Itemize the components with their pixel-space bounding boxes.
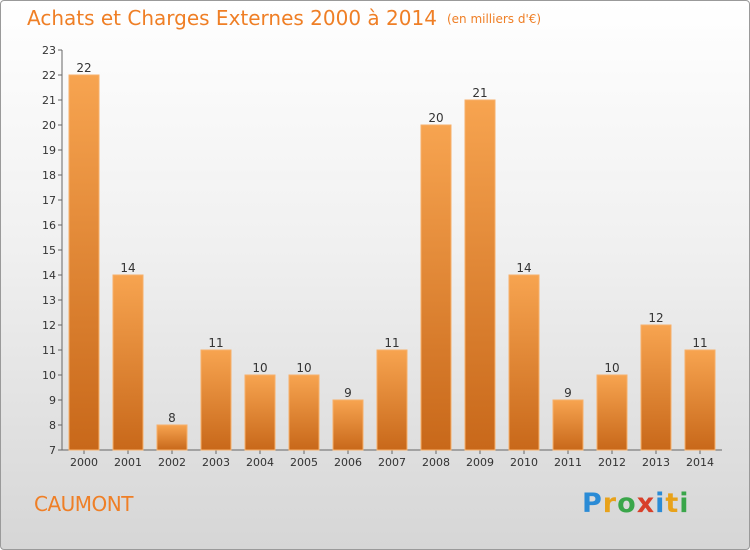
bar-value-label: 10 — [604, 361, 619, 375]
bar-value-label: 11 — [692, 336, 707, 350]
x-tick-label: 2001 — [114, 456, 142, 469]
bar — [420, 124, 452, 451]
x-tick-label: 2002 — [158, 456, 186, 469]
y-tick-label: 16 — [42, 219, 56, 232]
y-tick-label: 8 — [49, 419, 56, 432]
chart-title-text: Achats et Charges Externes 2000 à 2014 — [27, 6, 437, 30]
y-tick-label: 13 — [42, 294, 56, 307]
x-tick-label: 2010 — [510, 456, 538, 469]
x-tick-label: 2000 — [70, 456, 98, 469]
y-tick-label: 20 — [42, 119, 56, 132]
bar-value-label: 20 — [428, 111, 443, 125]
logo-letter: P — [582, 488, 603, 519]
bars: 22 14 8 11 10 10 9 11 20 21 14 9 10 12 11 — [68, 61, 716, 451]
x-tick-label: 2004 — [246, 456, 274, 469]
y-tick-label: 22 — [42, 69, 56, 82]
logo-letter: r — [602, 488, 618, 519]
y-tick-label: 21 — [42, 94, 56, 107]
bar — [288, 374, 320, 451]
proxiti-logo: Proxiti — [582, 488, 690, 519]
bar — [332, 399, 364, 451]
bar — [508, 274, 540, 451]
y-tick-label: 10 — [42, 369, 56, 382]
x-tick-label: 2006 — [334, 456, 362, 469]
y-tick-label: 23 — [42, 44, 56, 57]
bar — [640, 324, 672, 451]
x-axis: 2000 2001 2002 2003 2004 2005 2006 2007 2008 2009… — [62, 449, 722, 469]
bar-value-label: 21 — [472, 86, 487, 100]
bar-value-label: 10 — [296, 361, 311, 375]
bar-value-label: 12 — [648, 311, 663, 325]
y-tick-label: 9 — [49, 394, 56, 407]
y-tick-label: 15 — [42, 244, 56, 257]
bar — [596, 374, 628, 451]
y-tick-label: 7 — [49, 444, 56, 457]
logo-letter: x — [636, 488, 656, 519]
y-tick-label: 17 — [42, 194, 56, 207]
y-tick-label: 11 — [42, 344, 56, 357]
chart-title: Achats et Charges Externes 2000 à 2014 (e… — [27, 6, 541, 30]
x-tick-label: 2007 — [378, 456, 406, 469]
logo-letter: t — [665, 488, 680, 519]
x-tick-label: 2009 — [466, 456, 494, 469]
logo-letter: i — [655, 488, 666, 519]
x-tick-label: 2008 — [422, 456, 450, 469]
bar-value-label: 8 — [168, 411, 176, 425]
bar — [112, 274, 144, 451]
x-tick-label: 2012 — [598, 456, 626, 469]
x-tick-label: 2013 — [642, 456, 670, 469]
x-tick-label: 2014 — [686, 456, 714, 469]
y-tick-label: 18 — [42, 169, 56, 182]
y-tick-label: 12 — [42, 319, 56, 332]
bar — [200, 349, 232, 451]
bar — [464, 99, 496, 451]
bar-value-label: 22 — [76, 61, 91, 75]
x-tick-label: 2003 — [202, 456, 230, 469]
logo-letter: i — [679, 488, 690, 519]
bar — [684, 349, 716, 451]
bar — [552, 399, 584, 451]
y-tick-label: 14 — [42, 269, 56, 282]
x-tick-label: 2005 — [290, 456, 318, 469]
bar — [244, 374, 276, 451]
bar-value-label: 10 — [252, 361, 267, 375]
commune-name: CAUMONT — [34, 492, 133, 516]
bar-value-label: 14 — [120, 261, 135, 275]
bar — [376, 349, 408, 451]
logo-letter: o — [617, 488, 637, 519]
bar — [68, 74, 100, 451]
y-tick-label: 19 — [42, 144, 56, 157]
y-axis: 7 8 9 10 11 12 13 14 15 16 17 18 19 20 21 22 23 — [42, 44, 63, 457]
bar-value-label: 14 — [516, 261, 531, 275]
bar-value-label: 11 — [208, 336, 223, 350]
bar-value-label: 9 — [344, 386, 352, 400]
bar — [156, 424, 188, 451]
x-tick-label: 2011 — [554, 456, 582, 469]
chart-unit: (en milliers d'€) — [446, 12, 542, 26]
bar-value-label: 11 — [384, 336, 399, 350]
bar-value-label: 9 — [564, 386, 572, 400]
